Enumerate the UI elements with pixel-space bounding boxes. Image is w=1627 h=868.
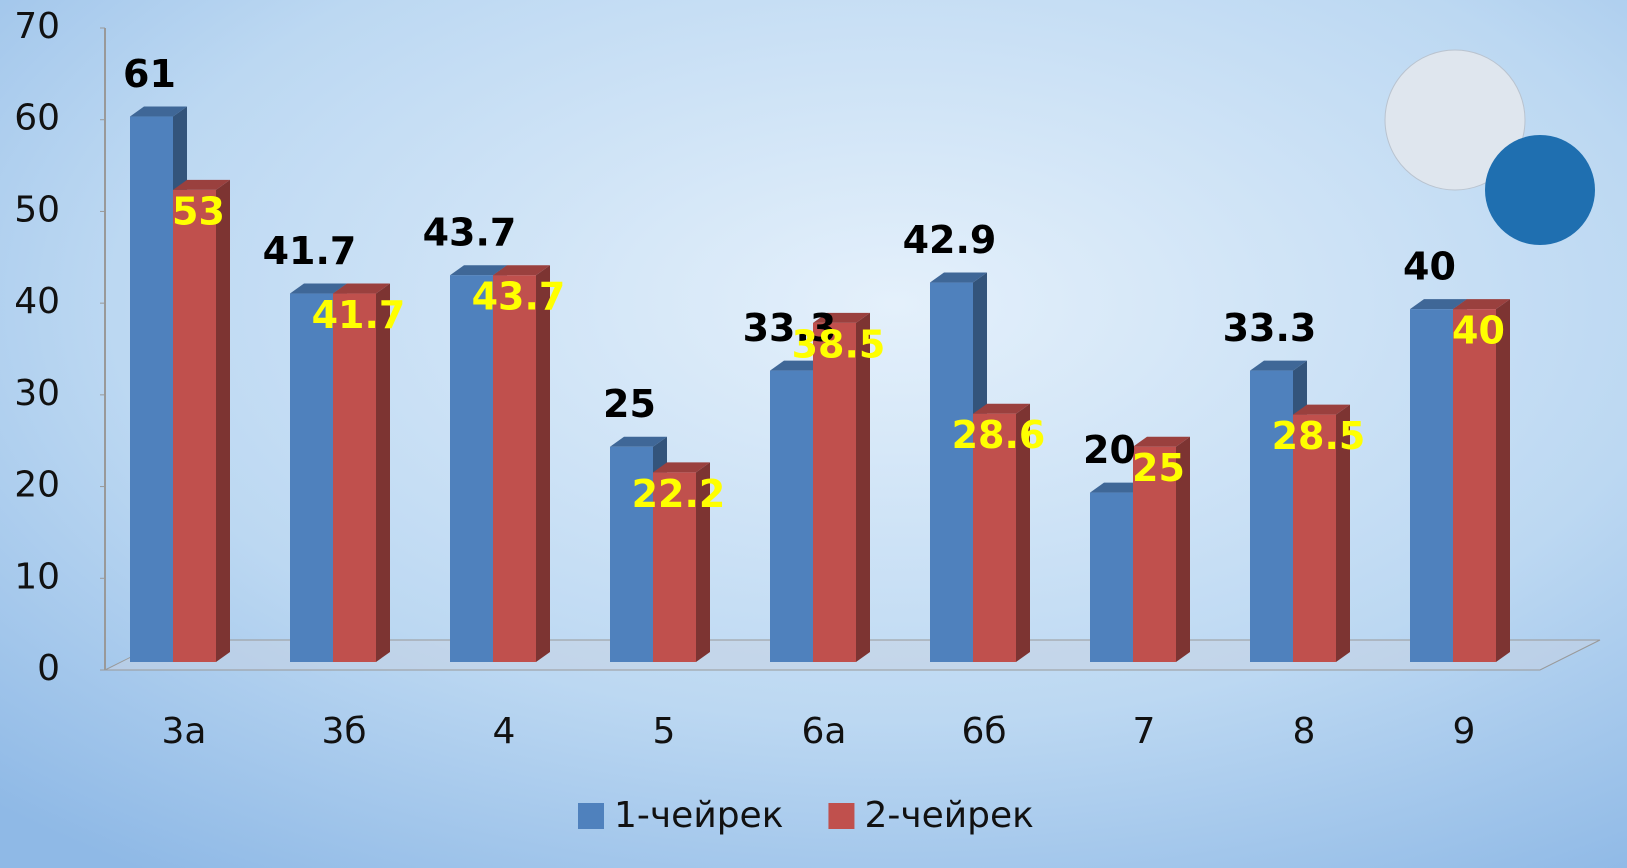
data-label: 25 xyxy=(603,382,656,426)
data-label: 28.5 xyxy=(1272,414,1366,458)
data-label: 28.6 xyxy=(952,413,1046,457)
bar-top xyxy=(1090,482,1147,493)
data-label: 40 xyxy=(1452,309,1505,353)
bar-top xyxy=(450,265,507,276)
x-tick-label: 8 xyxy=(1293,711,1316,752)
bar-side xyxy=(376,283,390,662)
x-tick-label: 7 xyxy=(1133,711,1156,752)
bar-side xyxy=(856,312,870,662)
legend-label: 2-чейрек xyxy=(864,795,1033,836)
data-label: 25 xyxy=(1132,446,1185,490)
x-tick-label: 3б xyxy=(321,711,366,752)
data-label: 33.3 xyxy=(743,306,837,350)
bar-top xyxy=(813,312,870,323)
x-tick-label: 4 xyxy=(493,711,516,752)
bar xyxy=(450,275,493,662)
x-tick-label: 5 xyxy=(653,711,676,752)
bar xyxy=(1133,446,1176,662)
legend-swatch xyxy=(828,803,855,829)
ornament xyxy=(1384,49,1526,191)
bar xyxy=(973,413,1016,662)
bar-top xyxy=(173,179,230,190)
bar xyxy=(1250,370,1293,662)
bar-side xyxy=(216,179,230,662)
data-label: 40 xyxy=(1403,245,1456,289)
bar-top xyxy=(1453,299,1510,310)
bar xyxy=(610,446,653,662)
bar-top xyxy=(610,436,667,447)
y-tick-label: 0 xyxy=(37,648,60,689)
y-tick-label: 20 xyxy=(14,465,60,506)
bar-top xyxy=(1293,404,1350,415)
y-tick-label: 40 xyxy=(14,281,60,322)
bar-top xyxy=(290,283,347,294)
bar xyxy=(1090,492,1133,662)
data-label: 33.3 xyxy=(1223,306,1317,350)
bar xyxy=(1410,309,1453,662)
bar xyxy=(130,116,173,663)
x-tick-label: 6б xyxy=(961,711,1006,752)
bar-top xyxy=(130,106,187,117)
ornament xyxy=(1485,135,1595,245)
bar-side xyxy=(1016,403,1030,662)
y-tick-label: 50 xyxy=(14,189,60,230)
legend-swatch xyxy=(578,803,604,829)
bar xyxy=(333,293,376,662)
data-label: 38.5 xyxy=(792,322,886,366)
bar xyxy=(1453,309,1496,662)
bar xyxy=(1293,414,1336,662)
bar xyxy=(930,282,973,662)
data-label: 53 xyxy=(172,189,225,233)
data-label: 43.7 xyxy=(423,211,517,255)
bar-side xyxy=(1336,404,1350,662)
y-tick-label: 10 xyxy=(14,556,60,597)
bar-top xyxy=(973,403,1030,414)
y-tick-label: 70 xyxy=(14,6,60,47)
bar-top xyxy=(770,360,827,371)
bar-side xyxy=(696,462,710,662)
bar-top xyxy=(930,272,987,283)
bar xyxy=(770,370,813,662)
data-label: 61 xyxy=(123,52,176,96)
y-tick-label: 60 xyxy=(14,98,60,139)
data-label: 43.7 xyxy=(472,275,566,319)
data-label: 20 xyxy=(1083,428,1136,472)
bar-top xyxy=(1133,436,1190,447)
bar xyxy=(493,275,536,662)
data-label: 41.7 xyxy=(312,293,406,337)
y-tick-label: 30 xyxy=(14,373,60,414)
bar xyxy=(173,189,216,662)
bar xyxy=(813,322,856,662)
bar-side xyxy=(536,265,550,662)
data-label: 41.7 xyxy=(263,229,357,273)
bar-top xyxy=(653,462,710,473)
x-tick-label: 6а xyxy=(802,711,847,752)
data-label: 22.2 xyxy=(632,472,726,516)
bar-top xyxy=(1410,299,1467,310)
bar-top xyxy=(493,265,550,276)
x-tick-label: 9 xyxy=(1453,711,1476,752)
bar-side xyxy=(1496,299,1510,662)
bar-top xyxy=(333,283,390,294)
bar-top xyxy=(1250,360,1307,371)
legend-label: 1-чейрек xyxy=(614,795,783,836)
x-tick-label: 3а xyxy=(162,711,207,752)
bar-side xyxy=(1176,436,1190,662)
bar xyxy=(653,472,696,662)
bar xyxy=(290,293,333,662)
data-label: 42.9 xyxy=(903,218,997,262)
